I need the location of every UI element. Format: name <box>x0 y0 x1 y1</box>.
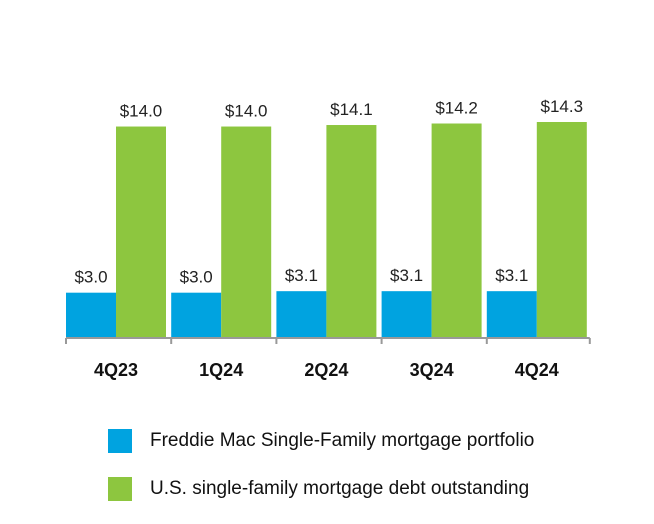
legend-item-us-debt: U.S. single-family mortgage debt outstan… <box>108 476 534 502</box>
bar-freddie-mac-4q24 <box>486 291 537 338</box>
bar-us-debt-4q23 <box>116 126 166 339</box>
category-labels-group: 4Q23 1Q24 2Q24 3Q24 4Q24 <box>94 360 559 380</box>
category-label: 3Q24 <box>410 360 454 380</box>
legend-label: Freddie Mac Single-Family mortgage portf… <box>150 430 535 451</box>
legend: Freddie Mac Single-Family mortgage portf… <box>108 428 534 524</box>
bar-us-debt-1q24 <box>221 126 272 339</box>
value-label: $14.3 <box>541 97 584 116</box>
value-label: $14.1 <box>330 100 373 119</box>
value-label: $3.0 <box>180 268 213 287</box>
category-label: 1Q24 <box>199 360 243 380</box>
bar-freddie-mac-1q24 <box>171 292 222 338</box>
value-label: $14.2 <box>435 99 478 118</box>
legend-item-freddie-mac: Freddie Mac Single-Family mortgage portf… <box>108 428 534 454</box>
bar-us-debt-2q24 <box>326 125 377 338</box>
value-label: $14.0 <box>225 102 268 121</box>
legend-label: U.S. single-family mortgage debt outstan… <box>150 478 530 499</box>
bar-us-debt-4q24 <box>536 122 587 338</box>
value-label: $3.1 <box>390 266 423 285</box>
bars-group <box>66 122 587 339</box>
category-label: 4Q23 <box>94 360 138 380</box>
bar-us-debt-3q24 <box>431 123 482 338</box>
value-labels-group: $3.0 $14.0 $3.0 $14.0 $3.1 $14.1 $3.1 $14.2 $3.1… <box>74 97 583 287</box>
category-label: 4Q24 <box>515 360 559 380</box>
value-label: $3.1 <box>285 266 318 285</box>
category-label: 2Q24 <box>304 360 348 380</box>
value-label: $14.0 <box>120 102 163 121</box>
bar-freddie-mac-3q24 <box>381 291 432 338</box>
bar-freddie-mac-4q23 <box>66 292 116 338</box>
legend-swatch-blue <box>108 429 132 453</box>
bar-freddie-mac-2q24 <box>276 291 327 338</box>
x-ticks-group <box>65 338 591 344</box>
value-label: $3.0 <box>74 268 107 287</box>
legend-swatch-green <box>108 477 132 501</box>
bar-chart: $3.0 $14.0 $3.0 $14.0 $3.1 $14.1 $3.1 $14.2 $3.1… <box>65 97 591 380</box>
value-label: $3.1 <box>495 266 528 285</box>
